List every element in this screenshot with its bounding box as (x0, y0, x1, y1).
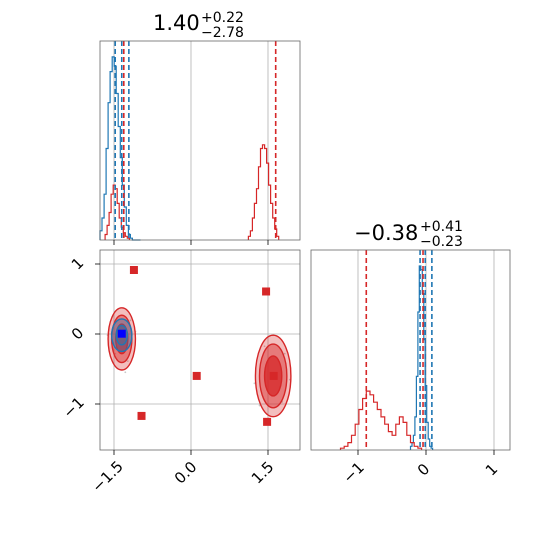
sample-point (126, 360, 129, 363)
x-tick-label: −1.5 (88, 457, 126, 495)
sample-point (129, 319, 132, 322)
x-tick-label: 0.0 (171, 458, 201, 488)
hist-param1-red-series (247, 144, 280, 240)
sample-point (124, 371, 127, 374)
sample-point (253, 382, 256, 385)
hist-param1-blue-series (99, 56, 141, 241)
sample-point (283, 352, 286, 355)
marker-red-square (192, 371, 201, 380)
hist-param2-panel: −1 0 1 (310, 249, 511, 487)
scatter-2d-panel: 1 0 −1 −1.5 0.0 1.5 (59, 249, 301, 496)
title-param2-minus: −0.23 (420, 234, 463, 250)
marker-red-square (269, 371, 278, 380)
x-tick-label: 1 (482, 460, 501, 479)
y-tick-label: 1 (68, 254, 87, 273)
hist-param1-red-series (104, 184, 130, 240)
hist-param1-frame (99, 40, 301, 241)
x-tick-label: −1 (339, 458, 367, 486)
hist-param1-panel (99, 40, 301, 245)
sample-point (263, 345, 266, 348)
title-param1-value: 1.40 (153, 11, 200, 35)
marker-red-square (137, 411, 146, 420)
sample-point (258, 404, 261, 407)
x-tick-label: 1.5 (248, 458, 278, 488)
y-tick-label: 0 (68, 324, 87, 343)
hist-param2-frame (310, 249, 511, 451)
x-tick-label: 0 (414, 460, 433, 479)
title-param1-minus: −2.78 (201, 25, 244, 41)
title-param2-plus: +0.41 (420, 219, 463, 235)
hist-param2-red-series (339, 390, 423, 450)
marker-red-square (129, 266, 138, 274)
y-tick-label: −1 (59, 393, 87, 421)
scatter-2d-frame (99, 249, 301, 451)
marker-red-square (262, 287, 271, 296)
title-param1-plus: +0.22 (201, 10, 244, 26)
title-param2-value: −0.38 (354, 221, 418, 245)
marker-red-square (263, 417, 272, 426)
marker-blue-square (117, 329, 126, 338)
hist-param2-blue-series (409, 265, 434, 450)
